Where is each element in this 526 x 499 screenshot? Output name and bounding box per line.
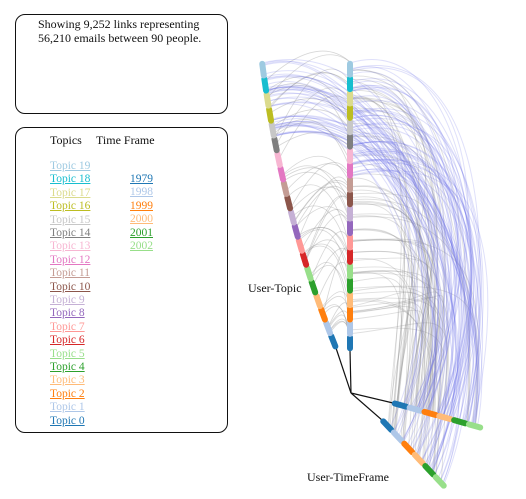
topic-segment <box>312 282 316 292</box>
timeframe-segment <box>436 477 444 485</box>
user-topic-axis-label: User-Topic <box>248 281 302 296</box>
topic-segment <box>264 79 266 91</box>
topic-segment <box>307 268 310 279</box>
topic-segment <box>287 197 290 208</box>
topic-segment <box>316 296 320 306</box>
topic-segment <box>269 109 271 120</box>
topic-segment <box>281 168 283 179</box>
topic-segment <box>321 309 325 319</box>
user-timeframe-axis-label: User-TimeFrame <box>307 470 389 485</box>
topic-segment <box>326 323 330 333</box>
topic-segment <box>277 154 279 165</box>
connector-line <box>336 348 351 393</box>
topic-segment <box>274 139 276 150</box>
timeframe-segment <box>415 455 423 463</box>
topic-segment <box>262 64 264 76</box>
topic-segment <box>284 183 287 194</box>
timeframe-segment <box>424 412 435 415</box>
topic-segment <box>295 226 298 237</box>
timeframe-segment <box>469 424 480 427</box>
topic-segment <box>331 336 335 346</box>
topic-segment <box>272 124 274 135</box>
timeframe-segment <box>439 416 450 419</box>
gray-link <box>313 248 350 285</box>
topic-segment <box>299 240 302 251</box>
timeframe-segment <box>454 420 465 423</box>
topic-segment <box>291 212 294 223</box>
timeframe-segment <box>394 433 402 441</box>
topic-segment <box>303 254 306 265</box>
timeframe-segment <box>410 408 421 411</box>
connector-line <box>350 350 351 393</box>
topic-segment <box>267 94 269 105</box>
timeframe-segment <box>395 404 406 407</box>
